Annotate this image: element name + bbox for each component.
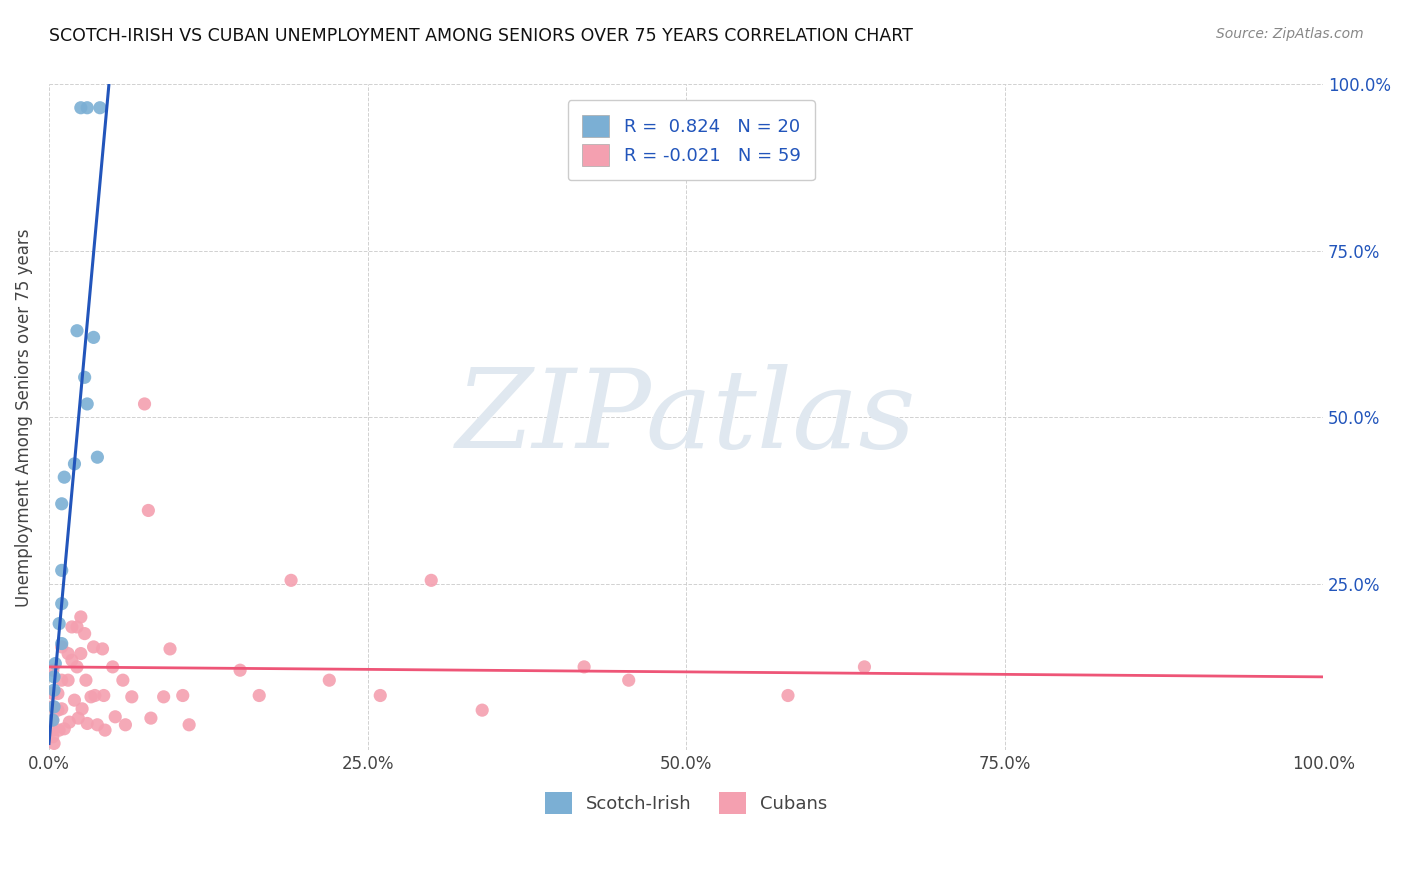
Point bbox=[138, 503, 160, 517]
Point bbox=[572, 660, 595, 674]
Point bbox=[86, 450, 108, 465]
Point bbox=[66, 620, 89, 634]
Point bbox=[83, 640, 105, 654]
Point bbox=[53, 470, 76, 484]
Point bbox=[111, 673, 134, 688]
Point bbox=[48, 616, 70, 631]
Point bbox=[89, 101, 111, 115]
Point bbox=[46, 686, 69, 700]
Point bbox=[152, 690, 174, 704]
Point bbox=[93, 689, 115, 703]
Point bbox=[83, 330, 105, 344]
Point bbox=[159, 641, 181, 656]
Point bbox=[134, 397, 156, 411]
Point bbox=[121, 690, 143, 704]
Point bbox=[280, 574, 302, 588]
Point bbox=[51, 563, 73, 577]
Point bbox=[172, 689, 194, 703]
Point bbox=[42, 713, 65, 727]
Point bbox=[42, 670, 65, 684]
Point bbox=[86, 718, 108, 732]
Point bbox=[229, 663, 252, 677]
Text: SCOTCH-IRISH VS CUBAN UNEMPLOYMENT AMONG SENIORS OVER 75 YEARS CORRELATION CHART: SCOTCH-IRISH VS CUBAN UNEMPLOYMENT AMONG… bbox=[49, 27, 912, 45]
Point bbox=[51, 673, 73, 688]
Point bbox=[368, 689, 391, 703]
Point bbox=[42, 713, 65, 727]
Point bbox=[51, 497, 73, 511]
Point bbox=[139, 711, 162, 725]
Point bbox=[42, 736, 65, 750]
Point bbox=[46, 703, 69, 717]
Point bbox=[471, 703, 494, 717]
Point bbox=[69, 647, 91, 661]
Text: Source: ZipAtlas.com: Source: ZipAtlas.com bbox=[1216, 27, 1364, 41]
Point bbox=[104, 710, 127, 724]
Text: ZIPatlas: ZIPatlas bbox=[456, 364, 917, 471]
Point bbox=[42, 663, 65, 677]
Y-axis label: Unemployment Among Seniors over 75 years: Unemployment Among Seniors over 75 years bbox=[15, 228, 32, 607]
Point bbox=[73, 370, 96, 384]
Point bbox=[63, 457, 86, 471]
Point bbox=[114, 718, 136, 732]
Point bbox=[420, 574, 443, 588]
Point bbox=[42, 730, 65, 744]
Point bbox=[60, 620, 83, 634]
Point bbox=[101, 660, 124, 674]
Point bbox=[247, 689, 270, 703]
Point bbox=[42, 683, 65, 698]
Point bbox=[63, 693, 86, 707]
Point bbox=[56, 647, 79, 661]
Point bbox=[76, 716, 98, 731]
Point bbox=[94, 723, 117, 738]
Point bbox=[42, 723, 65, 738]
Point bbox=[51, 637, 73, 651]
Point bbox=[48, 723, 70, 738]
Point bbox=[83, 689, 105, 703]
Point bbox=[76, 397, 98, 411]
Point bbox=[67, 711, 90, 725]
Point bbox=[66, 660, 89, 674]
Point bbox=[318, 673, 340, 688]
Point bbox=[853, 660, 876, 674]
Point bbox=[56, 673, 79, 688]
Point bbox=[60, 653, 83, 667]
Point bbox=[42, 686, 65, 700]
Point bbox=[70, 702, 93, 716]
Point bbox=[53, 722, 76, 736]
Point bbox=[91, 641, 114, 656]
Point bbox=[776, 689, 799, 703]
Point bbox=[58, 715, 80, 730]
Point bbox=[80, 690, 103, 704]
Point bbox=[42, 699, 65, 714]
Legend: Scotch-Irish, Cubans: Scotch-Irish, Cubans bbox=[537, 784, 835, 821]
Point bbox=[51, 597, 73, 611]
Point bbox=[75, 673, 97, 688]
Point bbox=[42, 699, 65, 714]
Point bbox=[73, 626, 96, 640]
Point bbox=[76, 101, 98, 115]
Point bbox=[69, 610, 91, 624]
Point bbox=[44, 657, 66, 671]
Point bbox=[51, 702, 73, 716]
Point bbox=[69, 101, 91, 115]
Point bbox=[66, 324, 89, 338]
Point bbox=[179, 718, 201, 732]
Point bbox=[51, 640, 73, 654]
Point bbox=[617, 673, 640, 688]
